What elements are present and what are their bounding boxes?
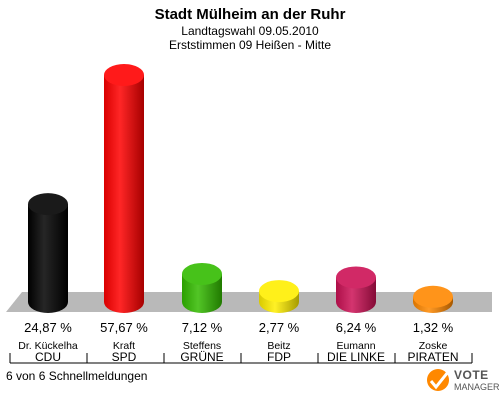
candidate-label-cdu: Dr. Kückelha [18,340,78,352]
vote-manager-logo-icon [427,369,450,391]
logo-text-vote: VOTE [454,368,489,382]
bar-cdu [28,193,68,313]
party-label-fdp: FDP [267,350,291,364]
bar-top-gr-ne [182,262,222,285]
party-label-piraten: PIRATEN [407,350,458,364]
party-label-spd: SPD [112,350,137,364]
value-label-gr-ne: 7,12 % [182,320,223,335]
logo-text-manager: MANAGER [454,382,500,392]
bar-body-gr-ne [182,273,222,313]
value-label-cdu: 24,87 % [24,320,72,335]
bar-fdp [259,280,299,313]
bar-body-spd [104,75,144,313]
value-labels-group: 24,87 % 57,67 % 7,12 % 2,77 % 6,24 % 1,32 % [24,320,454,335]
candidate-label-fdp: Beitz [267,340,290,352]
candidate-label-piraten: Zoske [419,340,448,352]
bar-spd [104,64,144,313]
vote-manager-logo: VOTE MANAGER [424,360,500,400]
chart-subtitle-district: Erststimmen 09 Heißen - Mitte [169,38,331,52]
value-label-fdp: 2,77 % [259,320,300,335]
candidate-label-gr-ne: Steffens [183,340,221,352]
party-label-die-linke: DIE LINKE [327,350,385,364]
chart-title: Stadt Mülheim an der Ruhr [155,6,346,23]
bar-die-linke [336,266,376,313]
bar-piraten [413,285,453,313]
candidate-label-die-linke: Eumann [336,340,375,352]
party-label-gr-ne: GRÜNE [180,350,223,364]
candidate-label-spd: Kraft [113,340,135,352]
bar-top-cdu [28,193,68,216]
bar-top-die-linke [336,266,376,289]
status-text: 6 von 6 Schnellmeldungen [6,369,148,383]
bars-group [28,64,453,313]
chart-subtitle-date: Landtagswahl 09.05.2010 [181,24,319,38]
value-label-piraten: 1,32 % [413,320,454,335]
party-label-cdu: CDU [35,350,61,364]
value-label-die-linke: 6,24 % [336,320,377,335]
bar-gr-ne [182,262,222,313]
bar-top-piraten [413,285,453,308]
value-label-spd: 57,67 % [100,320,148,335]
bar-body-cdu [28,204,68,313]
bar-top-spd [104,64,144,86]
bar-top-fdp [259,280,299,303]
